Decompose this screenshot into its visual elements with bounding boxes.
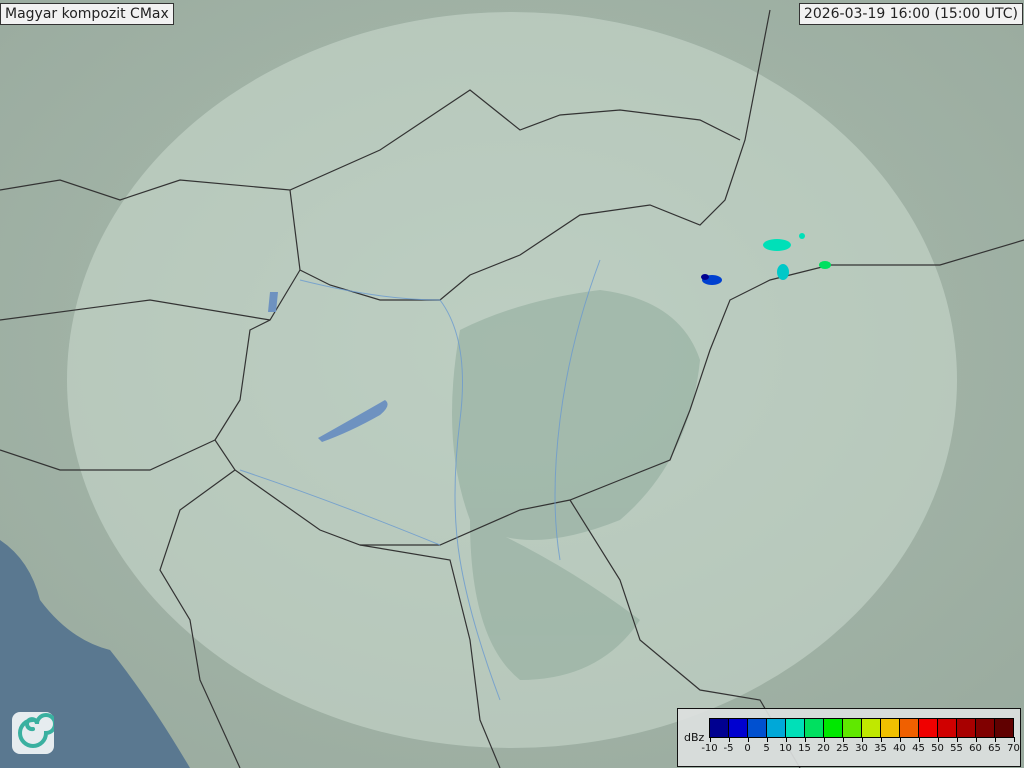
timestamp: 2026-03-19 16:00 (15:00 UTC) bbox=[798, 3, 1023, 25]
tick-label: 10 bbox=[779, 743, 792, 754]
dbz-legend: dBz -10 -5 0 5 10 15 20 25 30 35 40 45 50 55 60 65 70 bbox=[677, 708, 1021, 767]
tick-label: 50 bbox=[931, 743, 944, 754]
product-title: Magyar kompozit CMax bbox=[0, 3, 174, 25]
color-swatch bbox=[995, 719, 1013, 737]
tick-mark bbox=[899, 737, 901, 742]
tick-label: 20 bbox=[817, 743, 830, 754]
tick-label: 0 bbox=[744, 743, 751, 754]
color-swatch bbox=[786, 719, 805, 737]
rivers bbox=[239, 259, 601, 701]
tick-label: 65 bbox=[988, 743, 1001, 754]
tick-label: 25 bbox=[836, 743, 849, 754]
color-swatch bbox=[767, 719, 786, 737]
color-swatch bbox=[919, 719, 938, 737]
tick-label: 55 bbox=[950, 743, 963, 754]
color-swatch bbox=[729, 719, 748, 737]
tick-mark bbox=[1013, 737, 1015, 742]
color-scale bbox=[709, 718, 1014, 738]
color-swatch bbox=[881, 719, 900, 737]
tick-mark bbox=[709, 737, 711, 742]
tick-label: 5 bbox=[763, 743, 770, 754]
lake-balaton bbox=[318, 400, 388, 442]
tick-label: 40 bbox=[893, 743, 906, 754]
tick-mark bbox=[766, 737, 768, 742]
tick-mark bbox=[842, 737, 844, 742]
legend-unit: dBz bbox=[684, 731, 705, 744]
radar-echoes bbox=[701, 233, 831, 285]
color-swatch bbox=[748, 719, 767, 737]
country-borders bbox=[0, 9, 1024, 768]
lake-neusiedl bbox=[268, 292, 278, 312]
tick-mark bbox=[994, 737, 996, 742]
color-swatch bbox=[938, 719, 957, 737]
tick-label: 70 bbox=[1007, 743, 1020, 754]
color-swatch bbox=[843, 719, 862, 737]
color-swatch bbox=[805, 719, 824, 737]
color-swatch bbox=[824, 719, 843, 737]
tick-mark bbox=[747, 737, 749, 742]
tick-mark bbox=[937, 737, 939, 742]
tick-label: 45 bbox=[912, 743, 925, 754]
tick-label: 30 bbox=[855, 743, 868, 754]
color-swatch bbox=[900, 719, 919, 737]
tick-mark bbox=[956, 737, 958, 742]
tick-mark bbox=[861, 737, 863, 742]
tick-mark bbox=[880, 737, 882, 742]
tick-label: 60 bbox=[969, 743, 982, 754]
tick-label: 15 bbox=[798, 743, 811, 754]
swirl-logo-icon bbox=[12, 712, 57, 754]
tick-mark bbox=[918, 737, 920, 742]
tick-label: -10 bbox=[701, 743, 718, 754]
tick-label: 35 bbox=[874, 743, 887, 754]
adriatic-sea bbox=[0, 540, 190, 768]
tick-mark bbox=[804, 737, 806, 742]
color-swatch bbox=[957, 719, 976, 737]
tick-label: -5 bbox=[723, 743, 734, 754]
color-swatch bbox=[976, 719, 995, 737]
tick-mark bbox=[728, 737, 730, 742]
tick-mark bbox=[785, 737, 787, 742]
color-swatch bbox=[862, 719, 881, 737]
color-swatch bbox=[710, 719, 729, 737]
tick-mark bbox=[975, 737, 977, 742]
tick-mark bbox=[823, 737, 825, 742]
plain-lowland bbox=[452, 290, 700, 680]
